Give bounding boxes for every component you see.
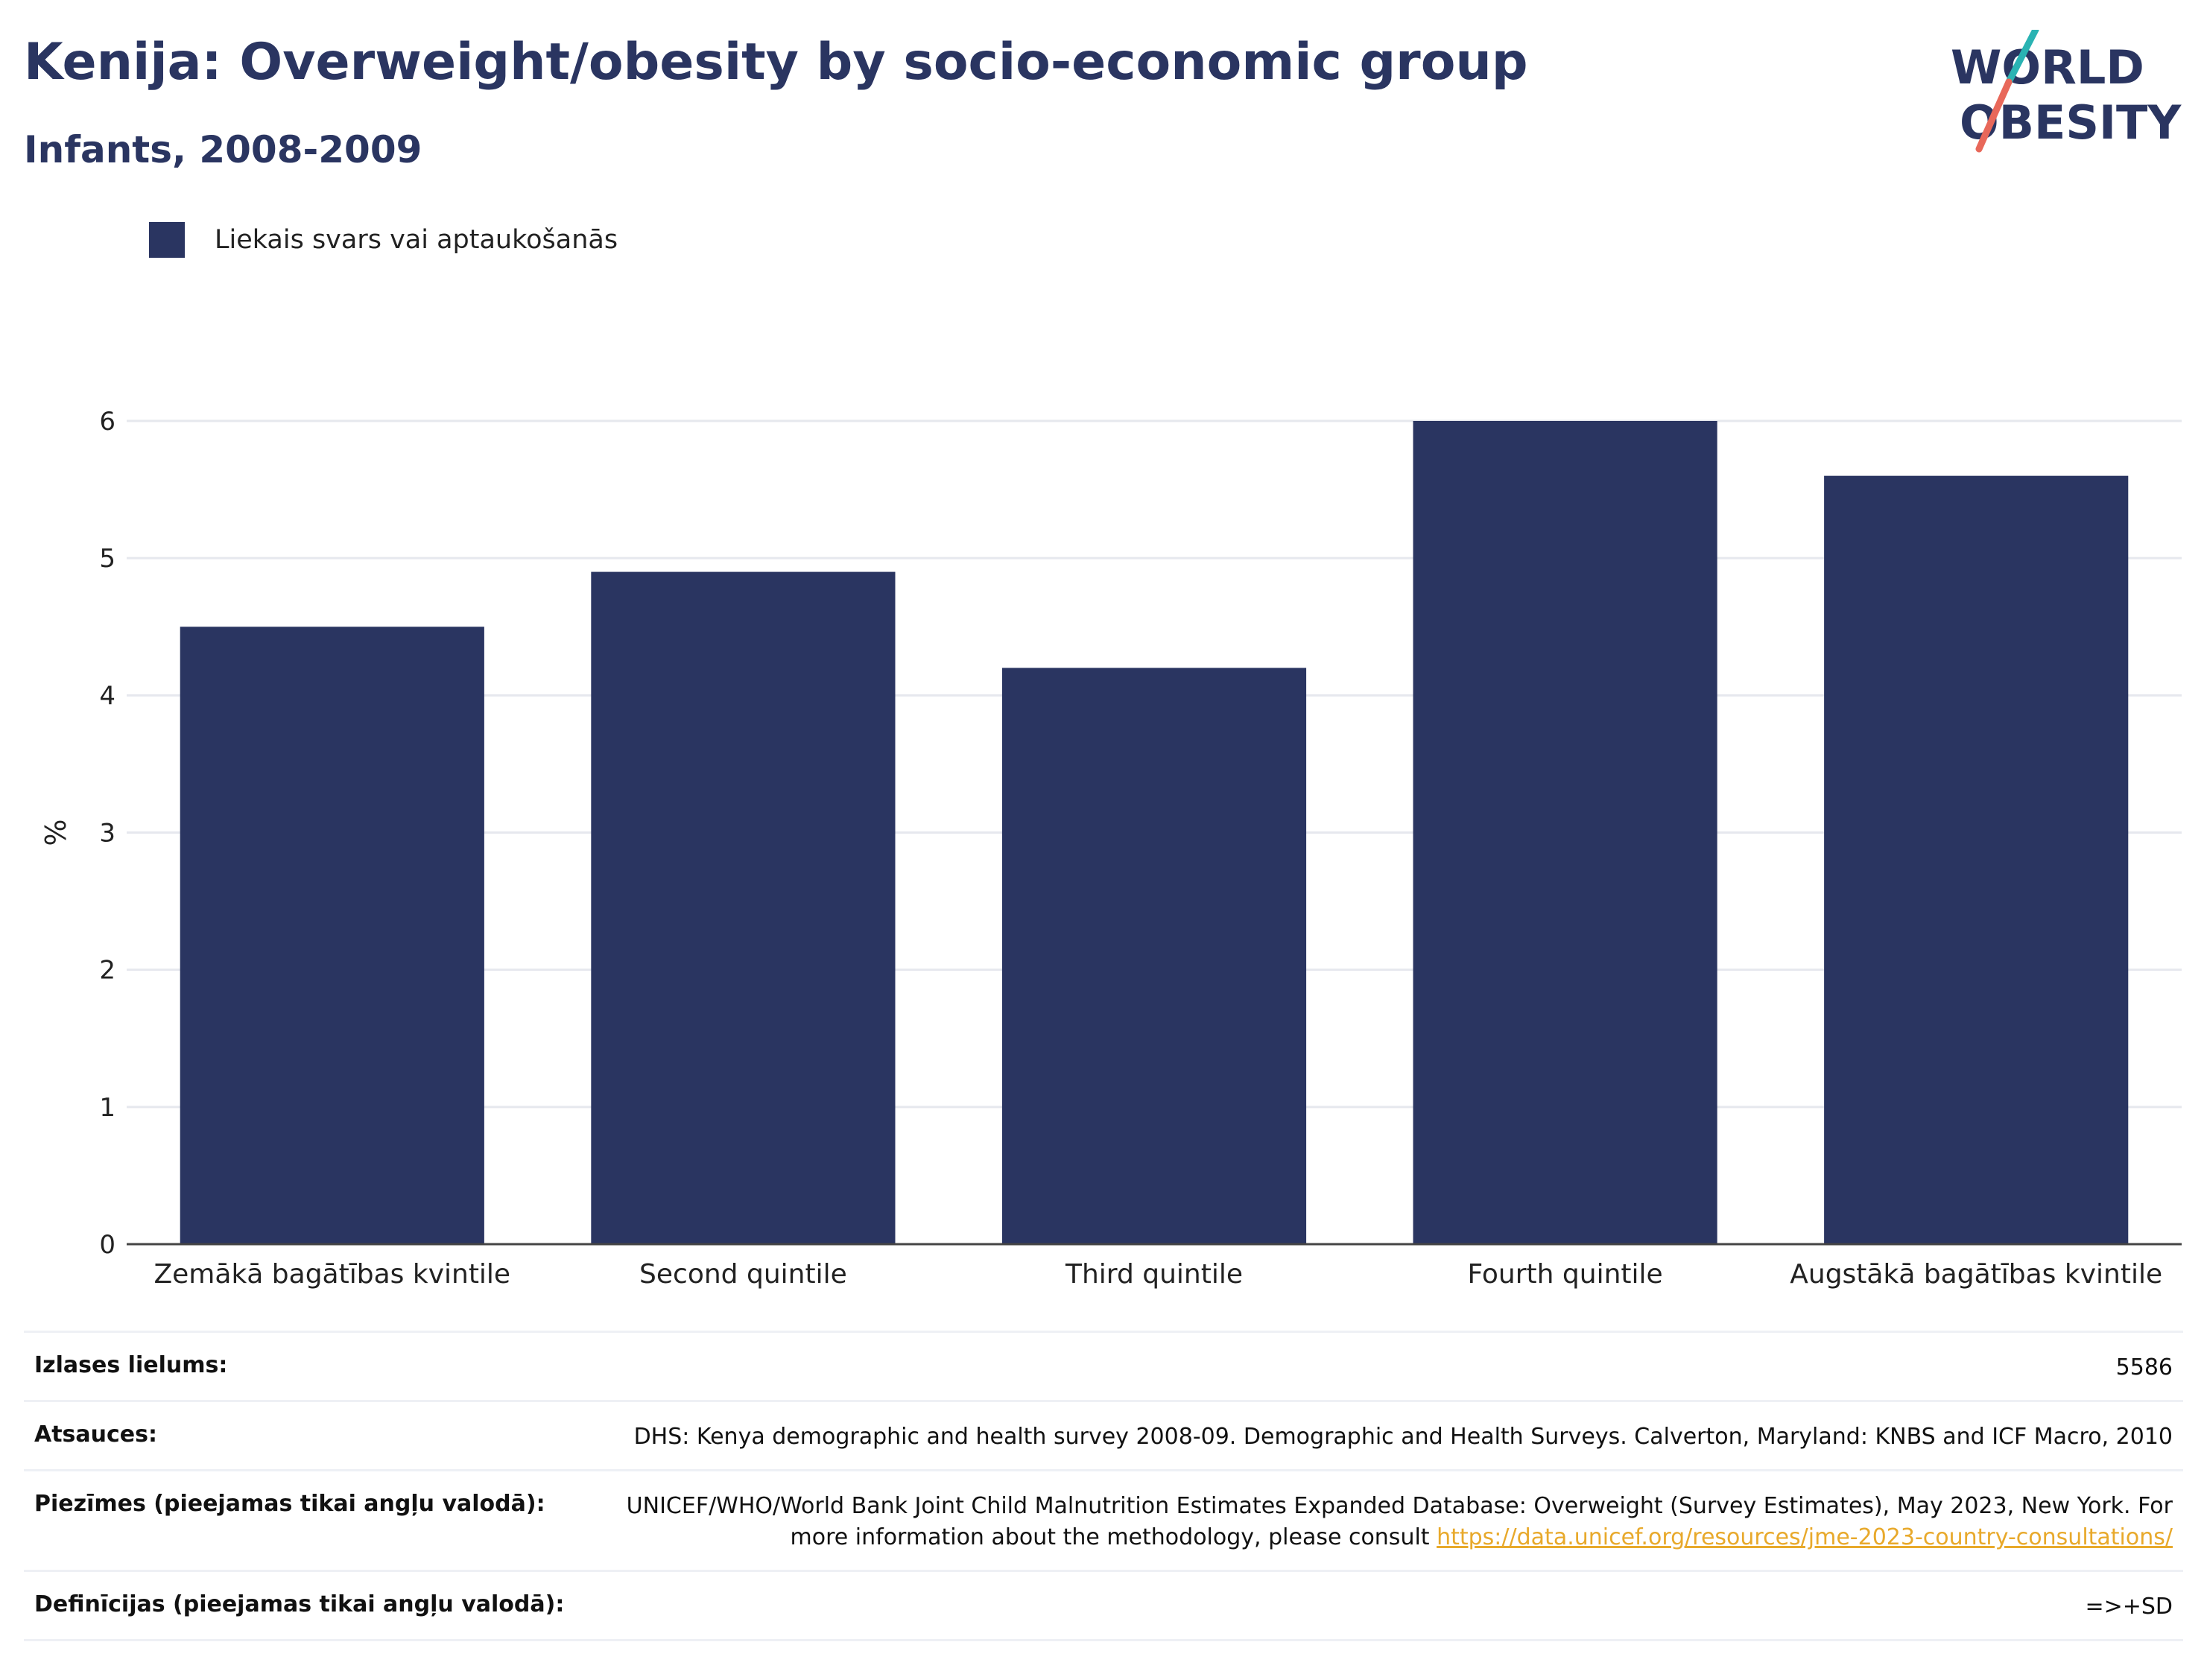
logo-slash-coral bbox=[1975, 78, 2013, 153]
row-value: DHS: Kenya demographic and health survey… bbox=[633, 1424, 2173, 1450]
bar-0[interactable] bbox=[180, 627, 484, 1244]
y-tick-label: 1 bbox=[99, 1093, 115, 1123]
bar-2[interactable] bbox=[1001, 668, 1307, 1245]
x-tick-labels: Zemākā bagātības kvintile Second quintile… bbox=[154, 1259, 2163, 1290]
y-axis-label: % bbox=[38, 819, 71, 846]
y-tick-label: 6 bbox=[99, 407, 115, 437]
y-tick-label: 4 bbox=[99, 681, 115, 711]
y-tick-label: 3 bbox=[99, 819, 115, 849]
info-table: Izlases lielums: 5586 Atsauces: DHS: Ken… bbox=[24, 1331, 2183, 1641]
row-label: Definīcijas (pieejamas tikai angļu valod… bbox=[34, 1591, 565, 1617]
legend-swatch bbox=[149, 222, 185, 258]
methodology-link[interactable]: https://data.unicef.org/resources/jme-20… bbox=[1437, 1524, 2173, 1550]
x-tick-label: Zemākā bagātības kvintile bbox=[154, 1259, 511, 1290]
bar-1[interactable] bbox=[591, 571, 896, 1244]
x-tick-label: Third quintile bbox=[1065, 1259, 1243, 1290]
row-label: Piezīmes (pieejamas tikai angļu valodā): bbox=[34, 1491, 545, 1517]
logo-line-world: WORLD bbox=[1951, 40, 2144, 95]
row-label: Izlases lielums: bbox=[34, 1352, 228, 1378]
row-value: =>+SD bbox=[2085, 1594, 2173, 1620]
chart-legend[interactable]: Liekais svars vai aptaukošanās bbox=[149, 222, 618, 258]
bar-chart: 0 1 2 3 4 5 6 Zemākā bagātības kvintile Second … bbox=[38, 407, 2182, 1290]
chart-subtitle: Infants, 2008-2009 bbox=[24, 128, 422, 171]
row-value-container: UNICEF/WHO/World Bank Joint Child Malnut… bbox=[608, 1491, 2173, 1553]
table-row-sample-size: Izlases lielums: 5586 bbox=[24, 1331, 2183, 1400]
y-tick-label: 5 bbox=[99, 544, 115, 574]
table-row-references: Atsauces: DHS: Kenya demographic and hea… bbox=[24, 1400, 2183, 1469]
notes-text: UNICEF/WHO/World Bank Joint Child Malnut… bbox=[626, 1493, 2173, 1550]
bar-4[interactable] bbox=[1824, 475, 2129, 1244]
table-row-definitions: Definīcijas (pieejamas tikai angļu valod… bbox=[24, 1570, 2183, 1641]
y-tick-label: 0 bbox=[99, 1230, 115, 1260]
row-value: 5586 bbox=[2115, 1354, 2173, 1381]
row-label: Atsauces: bbox=[34, 1421, 157, 1448]
y-tick-label: 2 bbox=[99, 956, 115, 986]
y-tick-labels: 0 1 2 3 4 5 6 bbox=[99, 407, 115, 1260]
bar-3[interactable] bbox=[1413, 421, 1717, 1244]
legend-label: Liekais svars vai aptaukošanās bbox=[215, 225, 618, 255]
x-tick-label: Augstākā bagātības kvintile bbox=[1790, 1259, 2162, 1290]
x-tick-label: Fourth quintile bbox=[1467, 1259, 1662, 1290]
table-row-notes: Piezīmes (pieejamas tikai angļu valodā):… bbox=[24, 1469, 2183, 1570]
world-obesity-logo: WORLD OBESITY bbox=[1951, 30, 2182, 153]
logo-slash-teal bbox=[2005, 30, 2039, 86]
chart-title: Kenija: Overweight/obesity by socio-econ… bbox=[24, 33, 1528, 92]
x-tick-label: Second quintile bbox=[639, 1259, 847, 1290]
bars bbox=[127, 421, 2182, 1246]
